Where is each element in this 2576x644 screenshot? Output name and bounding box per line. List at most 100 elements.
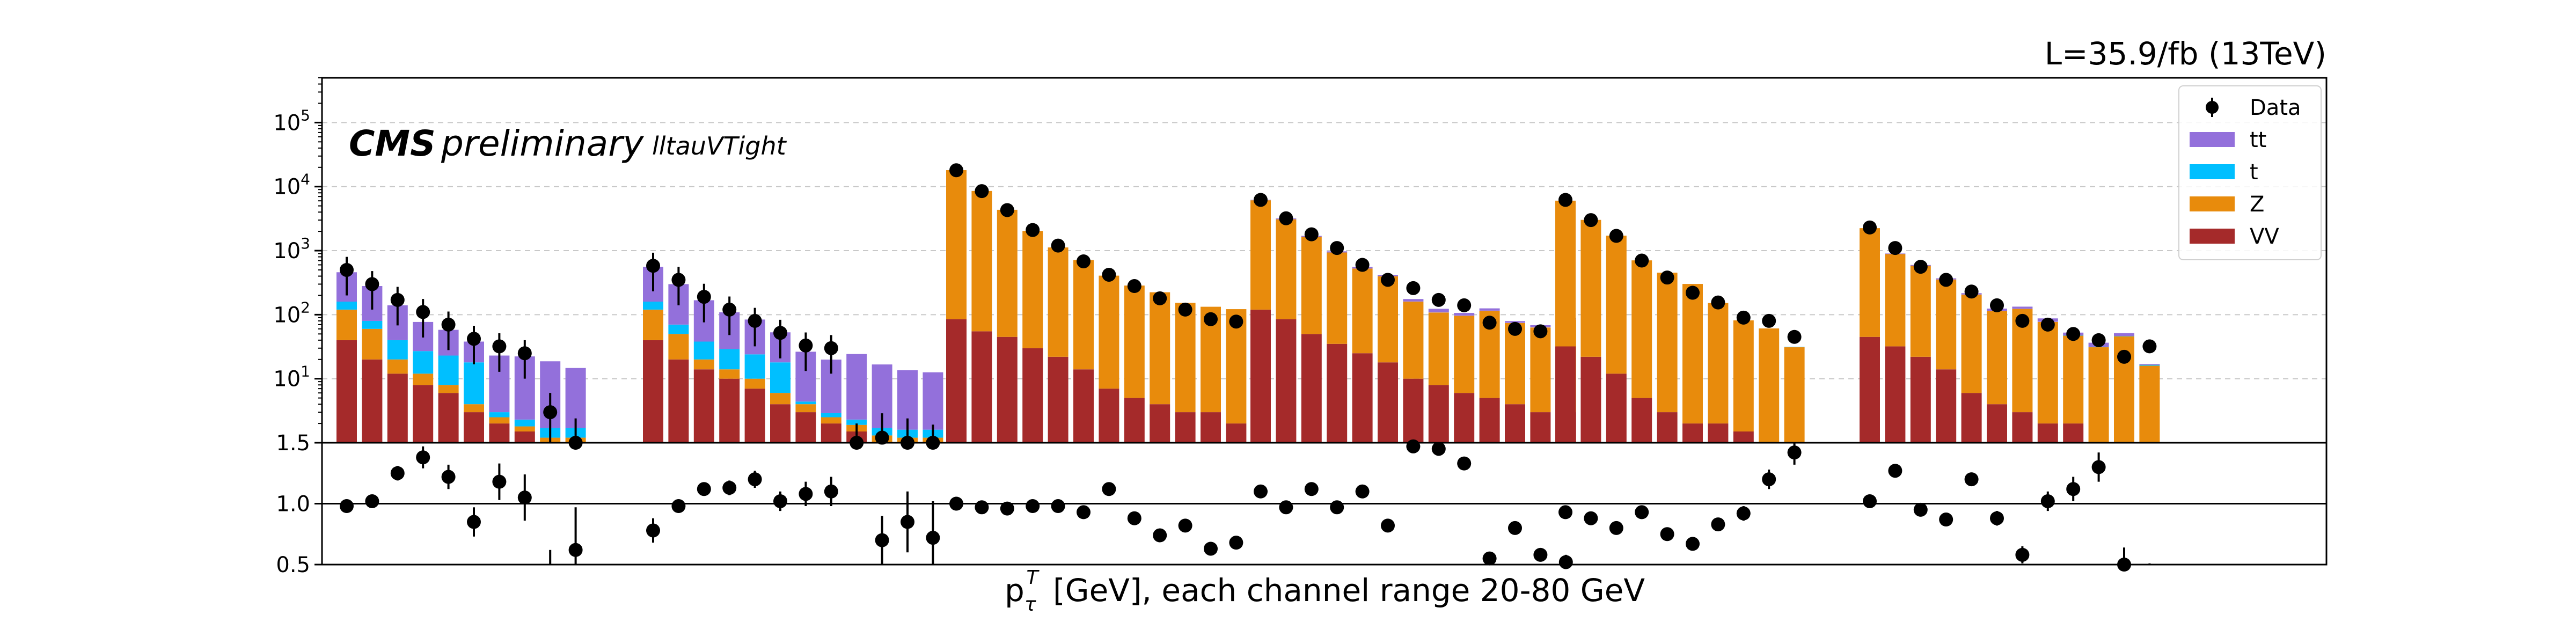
ratio-point [901,515,914,529]
bar-tt [1428,309,1449,313]
bar-Z [2088,347,2109,443]
ratio-point [1736,506,1751,521]
data-point [543,405,558,420]
ratio-point [1178,518,1192,533]
bar-Z [1403,302,1424,379]
ratio-point [1204,541,1218,556]
bar-Z [1860,228,1880,337]
ratio-point [441,470,456,484]
ratio-point [390,466,405,480]
bar-t [362,320,383,329]
bar-VV [1099,389,1119,443]
ratio-point [1127,511,1141,525]
bar-VV [1048,356,1069,443]
data-point [2015,313,2030,328]
legend-label: VV [2250,224,2279,249]
bar-Z [643,309,663,340]
ratio-point [1279,500,1293,515]
data-point [1204,312,1218,326]
data-point [1229,314,1243,329]
ratio-point [517,491,532,505]
data-point [340,262,354,277]
bar-VV [1987,404,2007,443]
data-point [1026,223,1040,237]
ratio-point [1939,513,1953,527]
bar-tt [1479,308,1500,311]
ratio-point [697,482,711,496]
bar-Z [1631,260,1652,398]
bar-Z [668,334,689,360]
bar-t [846,419,867,425]
data-point [517,346,532,361]
bar-VV [1454,393,1475,443]
ratio-point [748,472,762,487]
bar-Z [1022,231,1043,348]
data-point [1051,238,1065,253]
bar-Z [1073,260,1094,370]
data-point [646,259,660,273]
data-point [2040,317,2055,332]
ratio-point [2091,460,2106,474]
ratio-point [1304,482,1319,496]
ratio-point [1457,456,1472,471]
data-point [1457,298,1472,312]
ratio-point [365,494,379,508]
data-point [1482,316,1497,330]
ratio-point [1482,551,1497,566]
bar-VV [1175,412,1196,443]
bar-Z [489,417,510,424]
x-axis-symbol: pτT [1005,567,1040,616]
bar-VV [1555,346,1576,443]
ratio-point [1533,547,1548,562]
data-point [1000,203,1014,217]
data-point [1533,324,1548,339]
bar-t [795,401,816,405]
bar-VV [770,404,791,443]
bar-Z [1301,237,1322,334]
bar-VV [1378,362,1398,443]
bar-Z [1784,347,1805,443]
bar-t [413,351,434,374]
bar-Z [1910,266,1931,357]
bar-VV [1226,423,1247,443]
bar-Z [1124,286,1145,398]
ratio-point [975,500,989,515]
ratio-point [1026,499,1040,514]
legend-swatch [2190,164,2235,179]
bar-Z [362,328,383,360]
bar-Z [2139,365,2160,443]
ratio-point [568,543,583,557]
bar-t [821,413,841,418]
ratio-point [1355,484,1370,499]
bar-tt [2012,306,2033,309]
data-point [2066,327,2081,341]
bar-Z [1708,303,1729,424]
ratio-tick-label: 1.0 [276,492,310,517]
data-point [1711,295,1725,310]
bar-VV [1606,374,1627,443]
bar-VV [693,369,714,443]
ratio-point [492,474,507,489]
bar-VV [668,359,689,443]
ratio-point [799,487,813,501]
bar-Z [413,374,434,385]
bar-Z [693,359,714,370]
data-point [1863,220,1877,235]
bar-VV [1250,309,1271,443]
bar-VV [821,423,841,443]
bar-Z [1733,320,1754,431]
ratio-point [2015,547,2030,562]
data-point [1964,284,1979,299]
data-point [1913,260,1928,274]
ratio-point [1406,439,1421,453]
ratio-point [722,480,737,495]
bar-VV [1708,423,1729,443]
bar-tt [2114,333,2134,336]
bar-VV [997,336,1018,443]
bar-t [668,324,689,334]
bar-Z [770,393,791,405]
ratio-point [2040,494,2055,508]
bar-Z [1555,200,1576,347]
data-point [1254,193,1268,207]
legend-box [2178,85,2322,260]
